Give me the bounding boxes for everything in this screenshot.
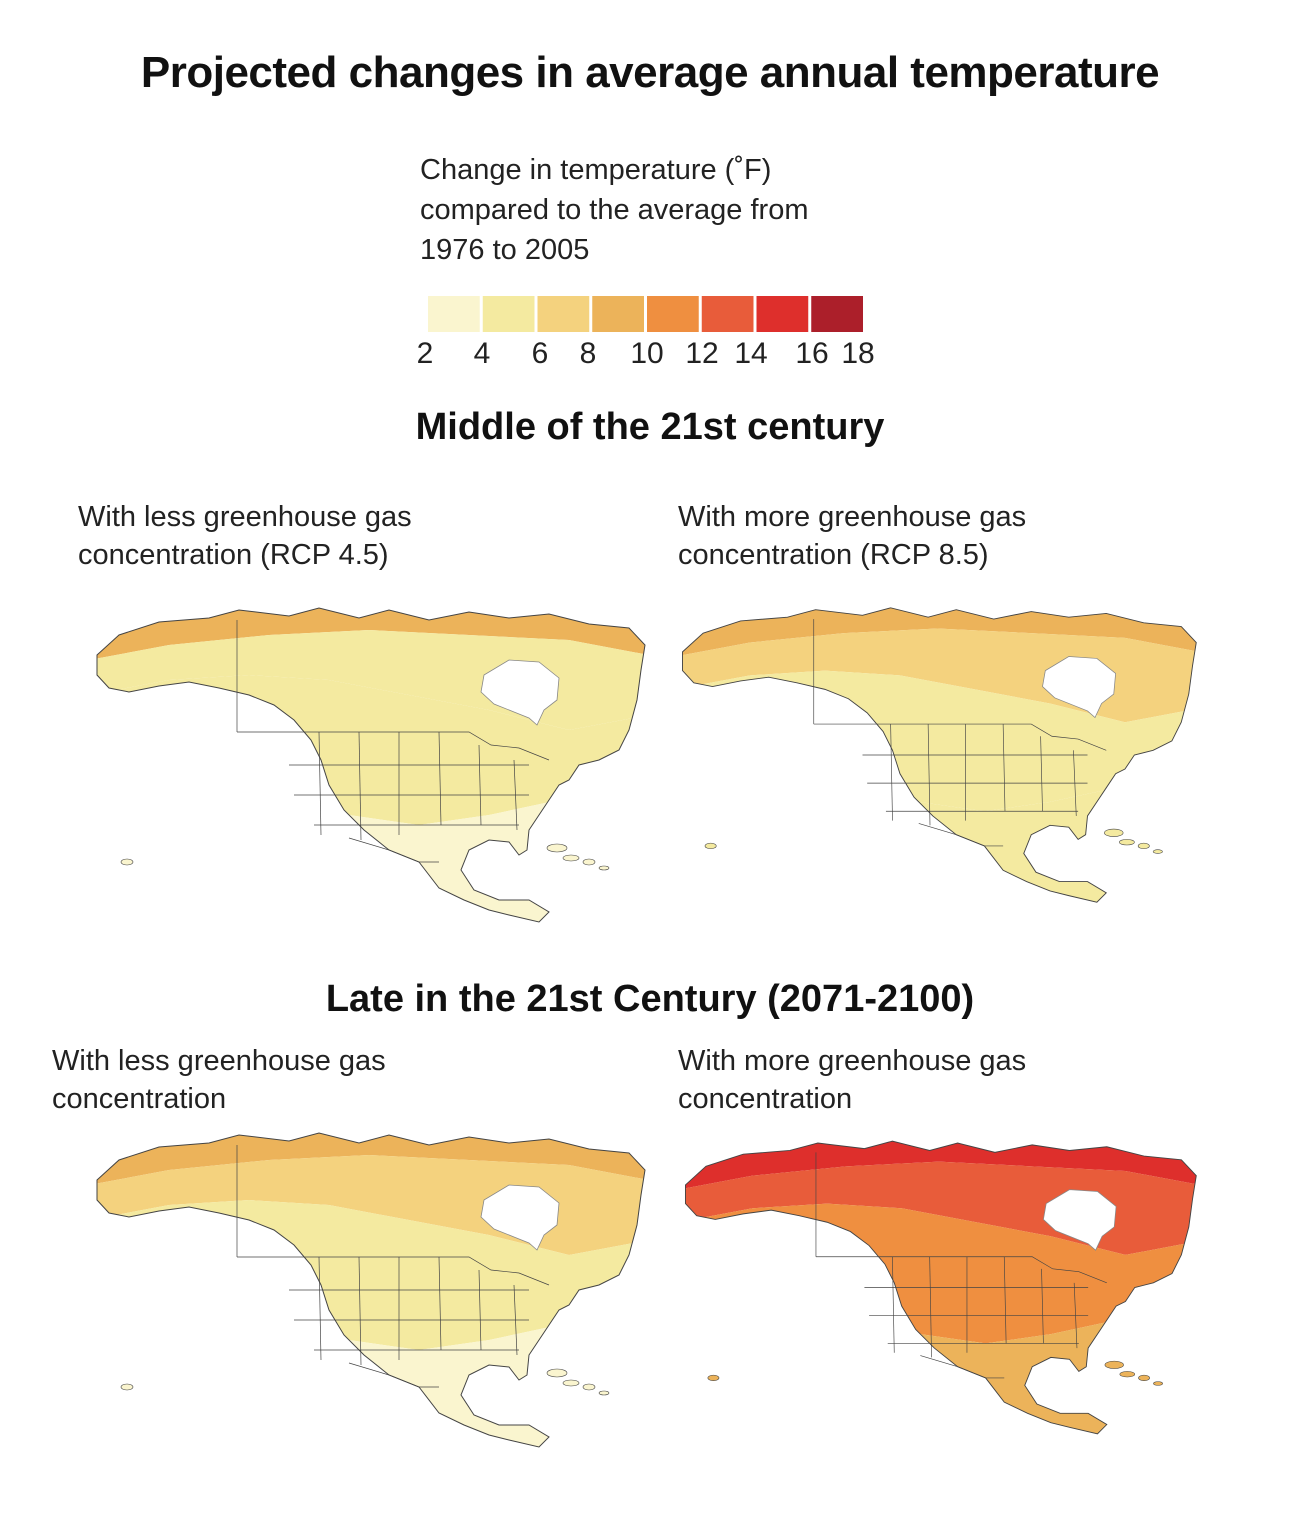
panel-label-line: concentration (52, 1083, 227, 1115)
border-line (358, 731, 362, 841)
border-line (927, 724, 931, 826)
border-line (478, 744, 482, 826)
border-line (438, 1256, 442, 1351)
legend-tick: 14 (734, 337, 768, 370)
border-line (237, 1256, 550, 1286)
legend-tick: 8 (579, 337, 597, 370)
island-shape (598, 865, 610, 871)
legend-tick: 2 (416, 337, 434, 370)
border-line (1002, 724, 1006, 812)
legend-swatch (701, 296, 754, 332)
border-line (348, 1362, 439, 1388)
panel-label-line: concentration (RCP 8.5) (678, 539, 989, 571)
legend-tick: 12 (685, 337, 719, 370)
section-title-late-century: Late in the 21st Century (2071-2100) (325, 978, 975, 1020)
continent-outline (682, 607, 1197, 903)
island-shape (598, 1390, 610, 1396)
island-shape (1152, 849, 1163, 854)
greenland-shape (1042, 656, 1117, 719)
continent-outline (684, 1140, 1197, 1435)
legend-description: Change in temperature (˚F) compared to t… (420, 150, 940, 270)
continent-outline (96, 1132, 646, 1448)
island-shape (707, 1374, 720, 1381)
island-shape (120, 858, 134, 866)
greenland-shape (1042, 1189, 1117, 1251)
legend-swatch (537, 296, 590, 332)
border-line (1040, 736, 1043, 812)
island-shape (1119, 839, 1135, 846)
map-mid-century-rcp45 (96, 607, 646, 923)
island-shape (120, 1383, 134, 1391)
border-line (478, 1269, 482, 1351)
legend-tick: 10 (630, 337, 664, 370)
legend-swatch (482, 296, 535, 332)
border-line (813, 723, 1107, 751)
border-line (358, 1256, 362, 1366)
border-line (318, 1256, 322, 1361)
greenland-shape (480, 1184, 560, 1251)
legend-description-line: 1976 to 2005 (420, 234, 590, 266)
island-shape (1104, 828, 1124, 837)
map-late-century-rcp85 (684, 1140, 1197, 1435)
island-shape (704, 842, 717, 850)
legend-description-line: compared to the average from (420, 194, 809, 226)
panel-label-line: concentration (678, 1083, 853, 1115)
island-shape (546, 1368, 568, 1378)
panel-label-late-high: With more greenhouse gas concentration (678, 1042, 1238, 1118)
legend-swatch (756, 296, 809, 332)
map-mid-century-rcp85 (682, 607, 1197, 903)
legend-tick: 6 (531, 337, 549, 370)
island-shape (1104, 1360, 1124, 1369)
border-line (918, 823, 1004, 847)
panel-label-line: concentration (RCP 4.5) (78, 539, 389, 571)
legend-color-scale (428, 296, 863, 332)
island-shape (546, 843, 568, 853)
legend-swatch (811, 296, 863, 332)
border-line (892, 1256, 895, 1353)
island-shape (562, 1379, 580, 1387)
border-line (1003, 1256, 1007, 1344)
panel-label-line: With less greenhouse gas (78, 501, 412, 533)
border-line (348, 837, 439, 863)
legend-tick: 4 (473, 337, 491, 370)
panel-label-mid-low: With less greenhouse gas concentration (… (78, 498, 638, 574)
panel-label-mid-high: With more greenhouse gas concentration (… (678, 498, 1238, 574)
island-shape (1153, 1381, 1163, 1386)
border-line (318, 731, 322, 836)
legend-swatch (592, 296, 644, 332)
island-shape (1137, 842, 1150, 850)
page-title: Projected changes in average annual temp… (140, 48, 1160, 97)
island-shape (1119, 1371, 1136, 1378)
island-shape (1138, 1374, 1150, 1381)
island-shape (562, 854, 580, 862)
map-late-century-rcp45 (96, 1132, 646, 1448)
legend-ticks: 2 4 6 8 10 12 14 16 18 (0, 0, 1300, 370)
border-line (929, 1256, 932, 1358)
legend-description-line: Change in temperature (˚F) (420, 154, 772, 186)
section-title-mid-century: Middle of the 21st century (415, 406, 885, 448)
border-line (920, 1355, 1005, 1379)
border-line (890, 724, 893, 821)
continent-outline (96, 607, 646, 923)
border-line (438, 731, 442, 826)
panel-label-line: With more greenhouse gas (678, 501, 1027, 533)
panel-label-late-low: With less greenhouse gas concentration (52, 1042, 612, 1118)
legend-swatch (428, 296, 480, 332)
border-line (1041, 1268, 1044, 1344)
panel-label-line: With more greenhouse gas (678, 1045, 1027, 1077)
island-shape (582, 1383, 596, 1391)
legend-swatch (647, 296, 699, 332)
border-line (815, 1256, 1107, 1284)
legend-tick: 18 (841, 337, 875, 370)
panel-label-line: With less greenhouse gas (52, 1045, 386, 1077)
legend-tick: 16 (795, 337, 829, 370)
greenland-shape (480, 659, 560, 726)
border-line (237, 731, 550, 761)
island-shape (582, 858, 596, 866)
